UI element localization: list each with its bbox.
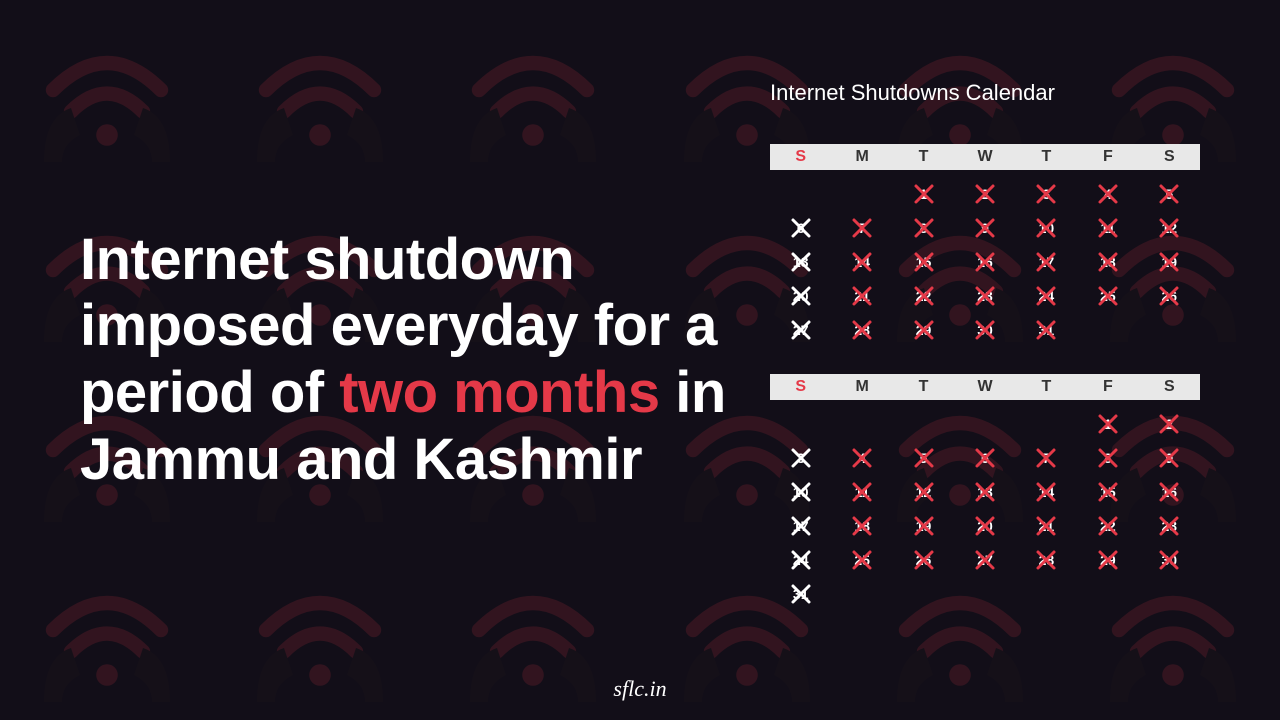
headline-block: Internet shutdown imposed everyday for a…	[80, 60, 770, 660]
calendar-day: 20	[770, 282, 831, 310]
calendars-block: Internet Shutdowns Calendar SMTWTFS 1 2 …	[770, 60, 1200, 660]
calendar-day: 6	[954, 444, 1015, 472]
calendar-day: 9	[954, 214, 1015, 242]
calendars-title: Internet Shutdowns Calendar	[770, 80, 1200, 106]
calendar-2-header: SMTWTFS	[770, 374, 1200, 400]
day-header: S	[1139, 378, 1200, 396]
calendar-day: 11	[831, 478, 892, 506]
calendar-day: 31	[770, 580, 831, 608]
day-header: T	[893, 378, 954, 396]
calendar-day: 12	[893, 478, 954, 506]
calendar-1-body: 1 2 3 4 5	[770, 174, 1200, 344]
calendar-day: 29	[893, 316, 954, 344]
calendar-day: 10	[770, 478, 831, 506]
calendar-2: SMTWTFS 1 2 3 4 5	[770, 374, 1200, 608]
calendar-day: 17	[1016, 248, 1077, 276]
calendar-day: 22	[1077, 512, 1138, 540]
calendar-day: 7	[1016, 444, 1077, 472]
day-header: F	[1077, 378, 1138, 396]
calendar-day: 26	[893, 546, 954, 574]
calendar-day: 4	[831, 444, 892, 472]
day-header: F	[1077, 148, 1138, 166]
day-header: W	[954, 148, 1015, 166]
calendar-day: 4	[1077, 180, 1138, 208]
headline-highlight: two months	[339, 360, 659, 425]
calendar-day: 3	[1016, 180, 1077, 208]
calendar-day: 18	[831, 512, 892, 540]
calendar-day: 14	[831, 248, 892, 276]
calendar-day: 3	[770, 444, 831, 472]
calendar-day: 29	[1077, 546, 1138, 574]
calendar-day: 13	[770, 248, 831, 276]
calendar-day: 14	[1016, 478, 1077, 506]
calendar-day: 24	[770, 546, 831, 574]
headline-text: Internet shutdown imposed everyday for a…	[80, 227, 730, 494]
calendar-day: 24	[1016, 282, 1077, 310]
calendar-day: 19	[893, 512, 954, 540]
content-wrapper: Internet shutdown imposed everyday for a…	[0, 0, 1280, 720]
calendar-day: 23	[954, 282, 1015, 310]
calendar-2-body: 1 2 3 4 5	[770, 404, 1200, 608]
calendar-day: 1	[1077, 410, 1138, 438]
day-header: T	[893, 148, 954, 166]
calendar-day: 21	[831, 282, 892, 310]
day-header: S	[770, 148, 831, 166]
day-header: M	[831, 148, 892, 166]
calendar-day: 18	[1077, 248, 1138, 276]
calendar-day: 8	[1077, 444, 1138, 472]
calendar-day: 25	[831, 546, 892, 574]
calendar-1: SMTWTFS 1 2 3 4 5	[770, 144, 1200, 344]
calendar-day: 28	[831, 316, 892, 344]
calendar-1-header: SMTWTFS	[770, 144, 1200, 170]
calendar-day: 5	[893, 444, 954, 472]
calendar-day: 22	[893, 282, 954, 310]
calendar-day: 10	[1016, 214, 1077, 242]
calendar-day: 12	[1139, 214, 1200, 242]
calendar-day: 2	[1139, 410, 1200, 438]
calendar-day: 28	[1016, 546, 1077, 574]
calendar-day: 31	[1016, 316, 1077, 344]
calendar-day: 17	[770, 512, 831, 540]
footer-attribution: sflc.in	[0, 676, 1280, 702]
calendar-day: 16	[1139, 478, 1200, 506]
calendar-day: 5	[1139, 180, 1200, 208]
calendar-day: 16	[954, 248, 1015, 276]
calendar-day: 30	[1139, 546, 1200, 574]
calendar-day: 15	[1077, 478, 1138, 506]
calendar-day: 27	[954, 546, 1015, 574]
calendar-day: 7	[831, 214, 892, 242]
calendar-day: 23	[1139, 512, 1200, 540]
day-header: W	[954, 378, 1015, 396]
calendar-day: 6	[770, 214, 831, 242]
calendar-day: 9	[1139, 444, 1200, 472]
day-header: T	[1016, 148, 1077, 166]
calendar-day: 8	[893, 214, 954, 242]
calendar-day: 11	[1077, 214, 1138, 242]
calendar-day: 21	[1016, 512, 1077, 540]
calendar-day: 15	[893, 248, 954, 276]
calendar-day: 25	[1077, 282, 1138, 310]
calendar-day: 2	[954, 180, 1015, 208]
calendar-day: 20	[954, 512, 1015, 540]
calendar-day: 30	[954, 316, 1015, 344]
calendar-day: 19	[1139, 248, 1200, 276]
day-header: S	[770, 378, 831, 396]
calendar-day: 27	[770, 316, 831, 344]
day-header: T	[1016, 378, 1077, 396]
day-header: S	[1139, 148, 1200, 166]
calendar-day: 26	[1139, 282, 1200, 310]
day-header: M	[831, 378, 892, 396]
calendar-day: 1	[893, 180, 954, 208]
calendar-day: 13	[954, 478, 1015, 506]
